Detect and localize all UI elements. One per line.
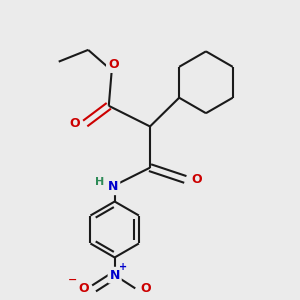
Text: O: O <box>70 117 80 130</box>
Text: N: N <box>110 268 120 282</box>
Text: O: O <box>78 282 89 295</box>
Text: N: N <box>108 180 119 193</box>
Text: H: H <box>95 177 104 187</box>
Text: O: O <box>140 282 151 295</box>
Text: +: + <box>119 262 127 272</box>
Text: O: O <box>108 58 119 71</box>
Text: O: O <box>192 173 203 186</box>
Text: −: − <box>68 274 77 285</box>
